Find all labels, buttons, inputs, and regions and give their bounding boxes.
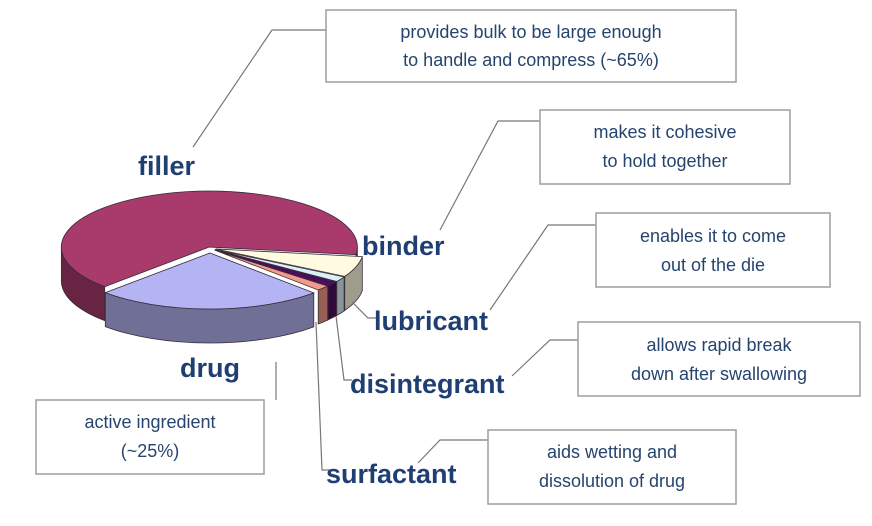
disintegrant-note-line-2: down after swallowing (631, 364, 807, 384)
drug-note: active ingredient (~25%) (35, 399, 265, 475)
filler-leader (192, 29, 330, 148)
surfactant-note: aids wetting and dissolution of drug (487, 429, 737, 505)
disintegrant-note-line-1: allows rapid break (646, 335, 792, 355)
filler-label: filler (138, 151, 196, 181)
lubricant-label: lubricant (374, 306, 488, 336)
lubricant-leader (489, 224, 600, 311)
surfactant-note-line-1: aids wetting and (547, 442, 677, 462)
binder-label: binder (362, 231, 445, 261)
surfactant-note-line-2: dissolution of drug (539, 471, 685, 491)
disintegrant-note: allows rapid break down after swallowing (577, 321, 861, 397)
binder-note-line-1: makes it cohesive (593, 122, 736, 142)
binder-note-line-2: to hold together (602, 151, 727, 171)
drug-note-line-2: (~25%) (121, 441, 180, 461)
disintegrant-label: disintegrant (350, 369, 505, 399)
filler-note-line-2: to handle and compress (~65%) (403, 50, 659, 70)
lubricant-note: enables it to come out of the die (595, 212, 831, 288)
surfactant-pointer (315, 321, 330, 471)
disintegrant-pointer (335, 315, 352, 381)
lubricant-slice-side (336, 276, 345, 317)
binder-leader (439, 120, 540, 231)
binder-note: makes it cohesive to hold together (539, 109, 791, 185)
binder-slice (215, 248, 363, 277)
surfactant-slice (214, 249, 329, 291)
drug-label: drug (180, 353, 240, 383)
pie-layer (60, 190, 363, 344)
drug-slice (104, 252, 315, 310)
disintegrant-leader (511, 339, 590, 377)
drug-note-line-1: active ingredient (84, 412, 215, 432)
lubricant-pointer (351, 301, 376, 319)
surfactant-label: surfactant (326, 459, 457, 489)
surfactant-slice-side (317, 285, 329, 325)
filler-note: provides bulk to be large enough to hand… (325, 9, 737, 83)
lubricant-note-line-1: enables it to come (640, 226, 786, 246)
filler-slice (61, 190, 358, 288)
lubricant-note-line-2: out of the die (661, 255, 765, 275)
filler-note-line-1: provides bulk to be large enough (400, 22, 661, 42)
surfactant-leader (417, 439, 490, 464)
disintegrant-slice-side (327, 281, 337, 321)
